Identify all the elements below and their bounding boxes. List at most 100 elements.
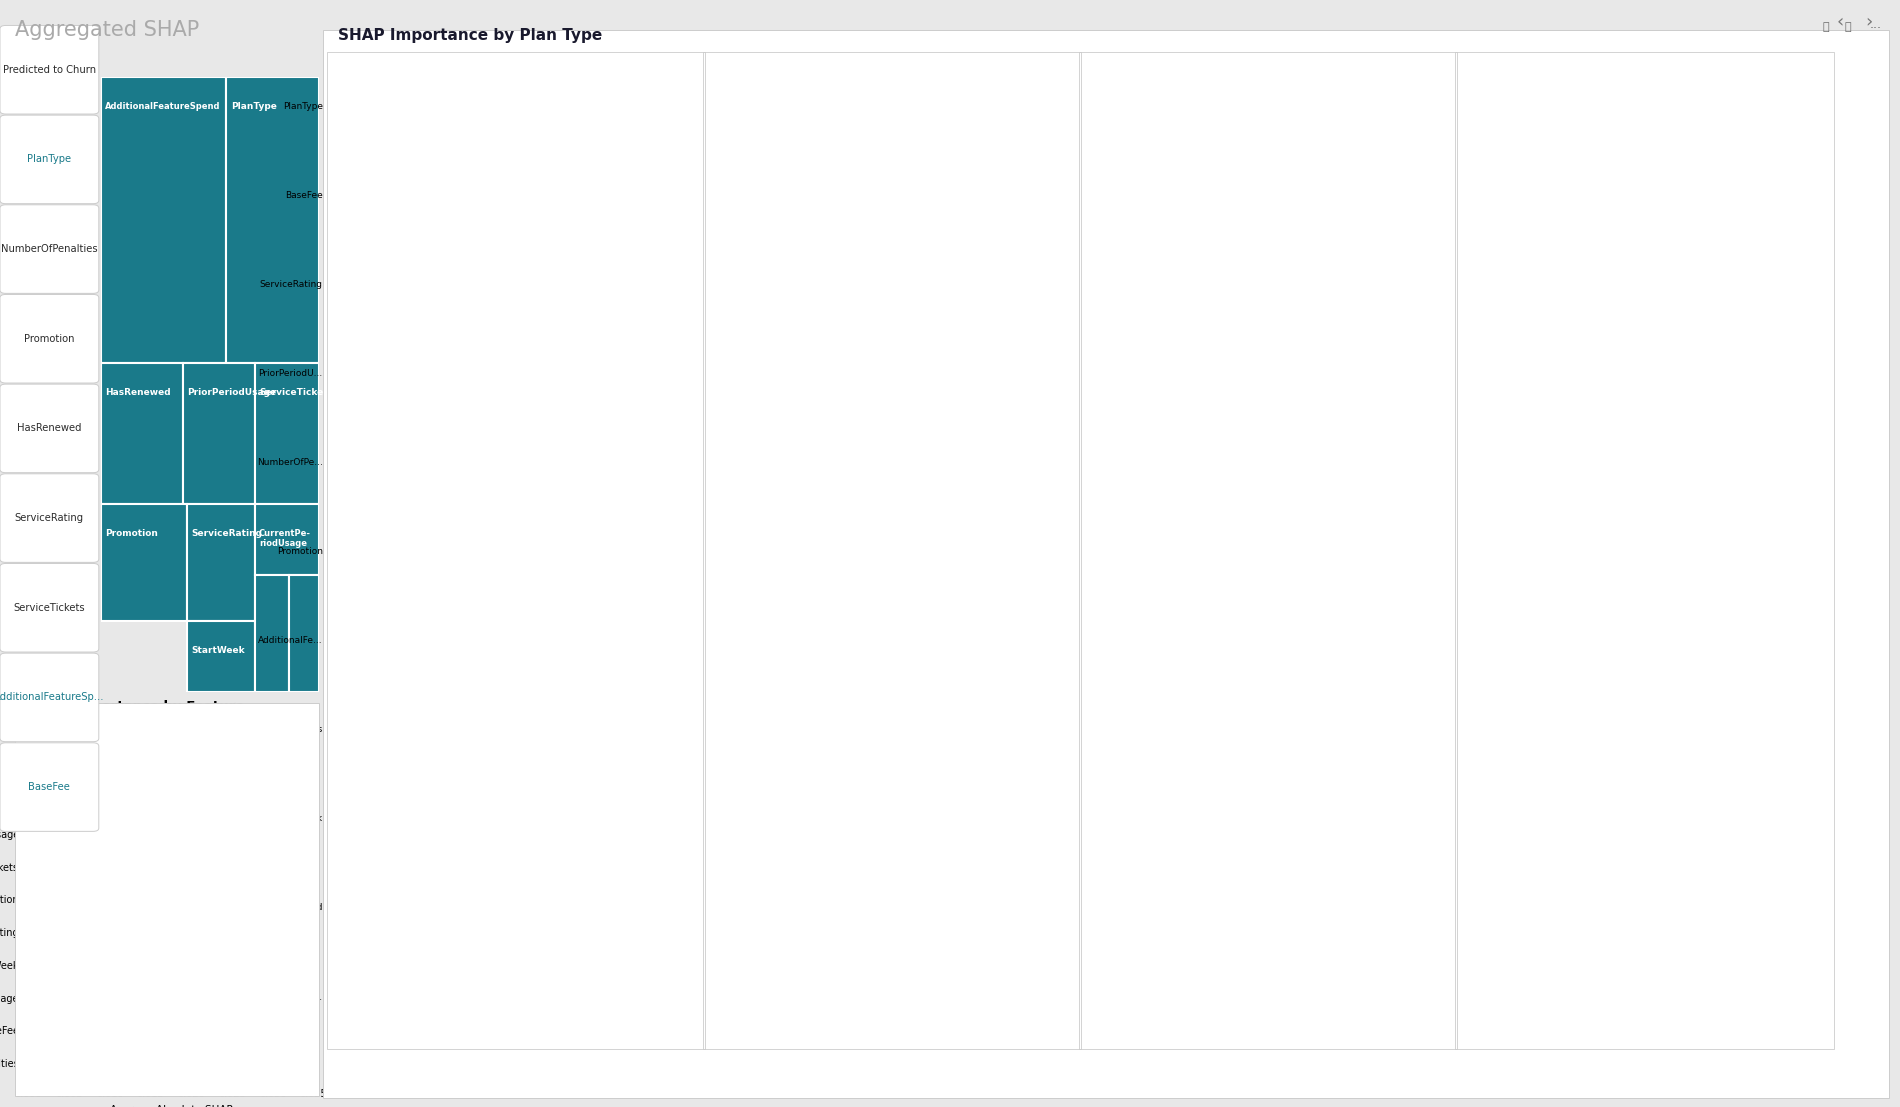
- Bar: [709, 882, 712, 931]
- Text: SHAP Importance by Feature: SHAP Importance by Feature: [28, 700, 245, 713]
- X-axis label: Average Absolute SHAP: Average Absolute SHAP: [110, 1105, 232, 1107]
- Text: StartWeek: StartWeek: [192, 645, 245, 655]
- Bar: [1461, 882, 1478, 931]
- Bar: [709, 972, 711, 1021]
- Bar: [332, 615, 340, 664]
- Bar: [1085, 437, 1096, 486]
- Text: Purple Plan: Purple Plan: [1085, 44, 1165, 56]
- Text: Green Plan: Green Plan: [709, 44, 787, 56]
- Bar: [1085, 348, 1098, 397]
- X-axis label: Average Absolute SHAP: Average Absolute SHAP: [1586, 1065, 1702, 1075]
- Bar: [226, 77, 319, 363]
- Bar: [332, 526, 340, 576]
- Bar: [1085, 972, 1087, 1021]
- Text: Blue Plan: Blue Plan: [332, 44, 399, 56]
- Bar: [709, 794, 714, 842]
- Bar: [28, 858, 220, 876]
- Text: PlanType: PlanType: [27, 154, 72, 165]
- Bar: [186, 621, 255, 692]
- Text: BaseFee: BaseFee: [28, 782, 70, 793]
- Text: Promotion: Promotion: [104, 529, 158, 538]
- Bar: [1085, 615, 1092, 664]
- Bar: [1461, 615, 1490, 664]
- Bar: [28, 989, 108, 1006]
- Text: AdditionalFeatureSp...: AdditionalFeatureSp...: [0, 692, 104, 703]
- Bar: [332, 882, 334, 931]
- Bar: [1085, 882, 1089, 931]
- Bar: [709, 437, 720, 486]
- X-axis label: Average Absolute SHAP: Average Absolute SHAP: [1210, 1065, 1326, 1075]
- Bar: [101, 363, 182, 505]
- Text: ‹: ‹: [1837, 13, 1843, 31]
- Text: ServiceTickets: ServiceTickets: [13, 602, 86, 613]
- Bar: [332, 81, 357, 130]
- Bar: [709, 704, 716, 754]
- Text: PriorPeriodUsage: PriorPeriodUsage: [186, 387, 276, 396]
- Bar: [709, 348, 722, 397]
- Bar: [255, 505, 319, 576]
- Bar: [332, 170, 348, 219]
- Bar: [28, 1022, 76, 1039]
- Text: ServiceRating: ServiceRating: [192, 529, 262, 538]
- Bar: [28, 793, 236, 810]
- Bar: [1085, 526, 1094, 576]
- Bar: [332, 259, 346, 308]
- Bar: [1461, 972, 1467, 1021]
- Bar: [28, 759, 255, 777]
- Bar: [28, 955, 133, 974]
- Text: ServiceTickets: ServiceTickets: [258, 387, 332, 396]
- Bar: [255, 576, 289, 692]
- Text: Red Plan: Red Plan: [1461, 44, 1524, 56]
- Bar: [289, 576, 319, 692]
- Text: ⤢: ⤢: [1845, 22, 1851, 32]
- Text: Promotion: Promotion: [25, 333, 74, 344]
- Text: ···: ···: [1870, 22, 1881, 35]
- Text: HasRenewed: HasRenewed: [104, 387, 171, 396]
- Bar: [101, 77, 226, 363]
- Text: AdditionalFeatureSpend: AdditionalFeatureSpend: [104, 102, 220, 111]
- Bar: [709, 259, 724, 308]
- X-axis label: Average Absolute SHAP: Average Absolute SHAP: [458, 1065, 574, 1075]
- Bar: [1085, 794, 1091, 842]
- Bar: [182, 363, 255, 505]
- Text: NumberOfPenalties: NumberOfPenalties: [2, 244, 97, 255]
- Bar: [28, 727, 274, 745]
- Bar: [709, 526, 718, 576]
- Bar: [332, 348, 344, 397]
- Bar: [1461, 437, 1497, 486]
- Bar: [709, 170, 728, 219]
- Bar: [1461, 81, 1796, 130]
- Bar: [1461, 794, 1482, 842]
- Bar: [1461, 704, 1488, 754]
- Text: Predicted to Churn: Predicted to Churn: [2, 64, 97, 75]
- Bar: [101, 505, 186, 621]
- Bar: [255, 363, 319, 505]
- Text: ServiceRating: ServiceRating: [15, 513, 84, 524]
- Bar: [709, 81, 815, 130]
- Bar: [28, 825, 228, 844]
- Bar: [332, 437, 342, 486]
- Bar: [28, 890, 203, 909]
- Bar: [332, 704, 338, 754]
- Text: Aggregated SHAP: Aggregated SHAP: [15, 20, 200, 40]
- Text: ›: ›: [1866, 13, 1872, 31]
- Text: HasRenewed: HasRenewed: [17, 423, 82, 434]
- Bar: [186, 505, 255, 621]
- Bar: [1461, 259, 1507, 308]
- Bar: [1085, 259, 1100, 308]
- Bar: [28, 1054, 34, 1072]
- Bar: [1461, 348, 1503, 397]
- Text: ⓘ: ⓘ: [1822, 22, 1828, 32]
- Bar: [1085, 170, 1108, 219]
- Bar: [709, 615, 716, 664]
- Text: PlanType: PlanType: [230, 102, 277, 111]
- Bar: [1461, 526, 1493, 576]
- Bar: [332, 794, 336, 842]
- X-axis label: Average Absolute SHAP: Average Absolute SHAP: [834, 1065, 950, 1075]
- Text: CurrentPe-
riodUsage: CurrentPe- riodUsage: [258, 529, 312, 548]
- Bar: [28, 923, 196, 941]
- Bar: [1461, 170, 1518, 219]
- Bar: [1085, 704, 1092, 754]
- Text: SHAP Importance by Plan Type: SHAP Importance by Plan Type: [338, 28, 602, 43]
- Bar: [1085, 81, 1170, 130]
